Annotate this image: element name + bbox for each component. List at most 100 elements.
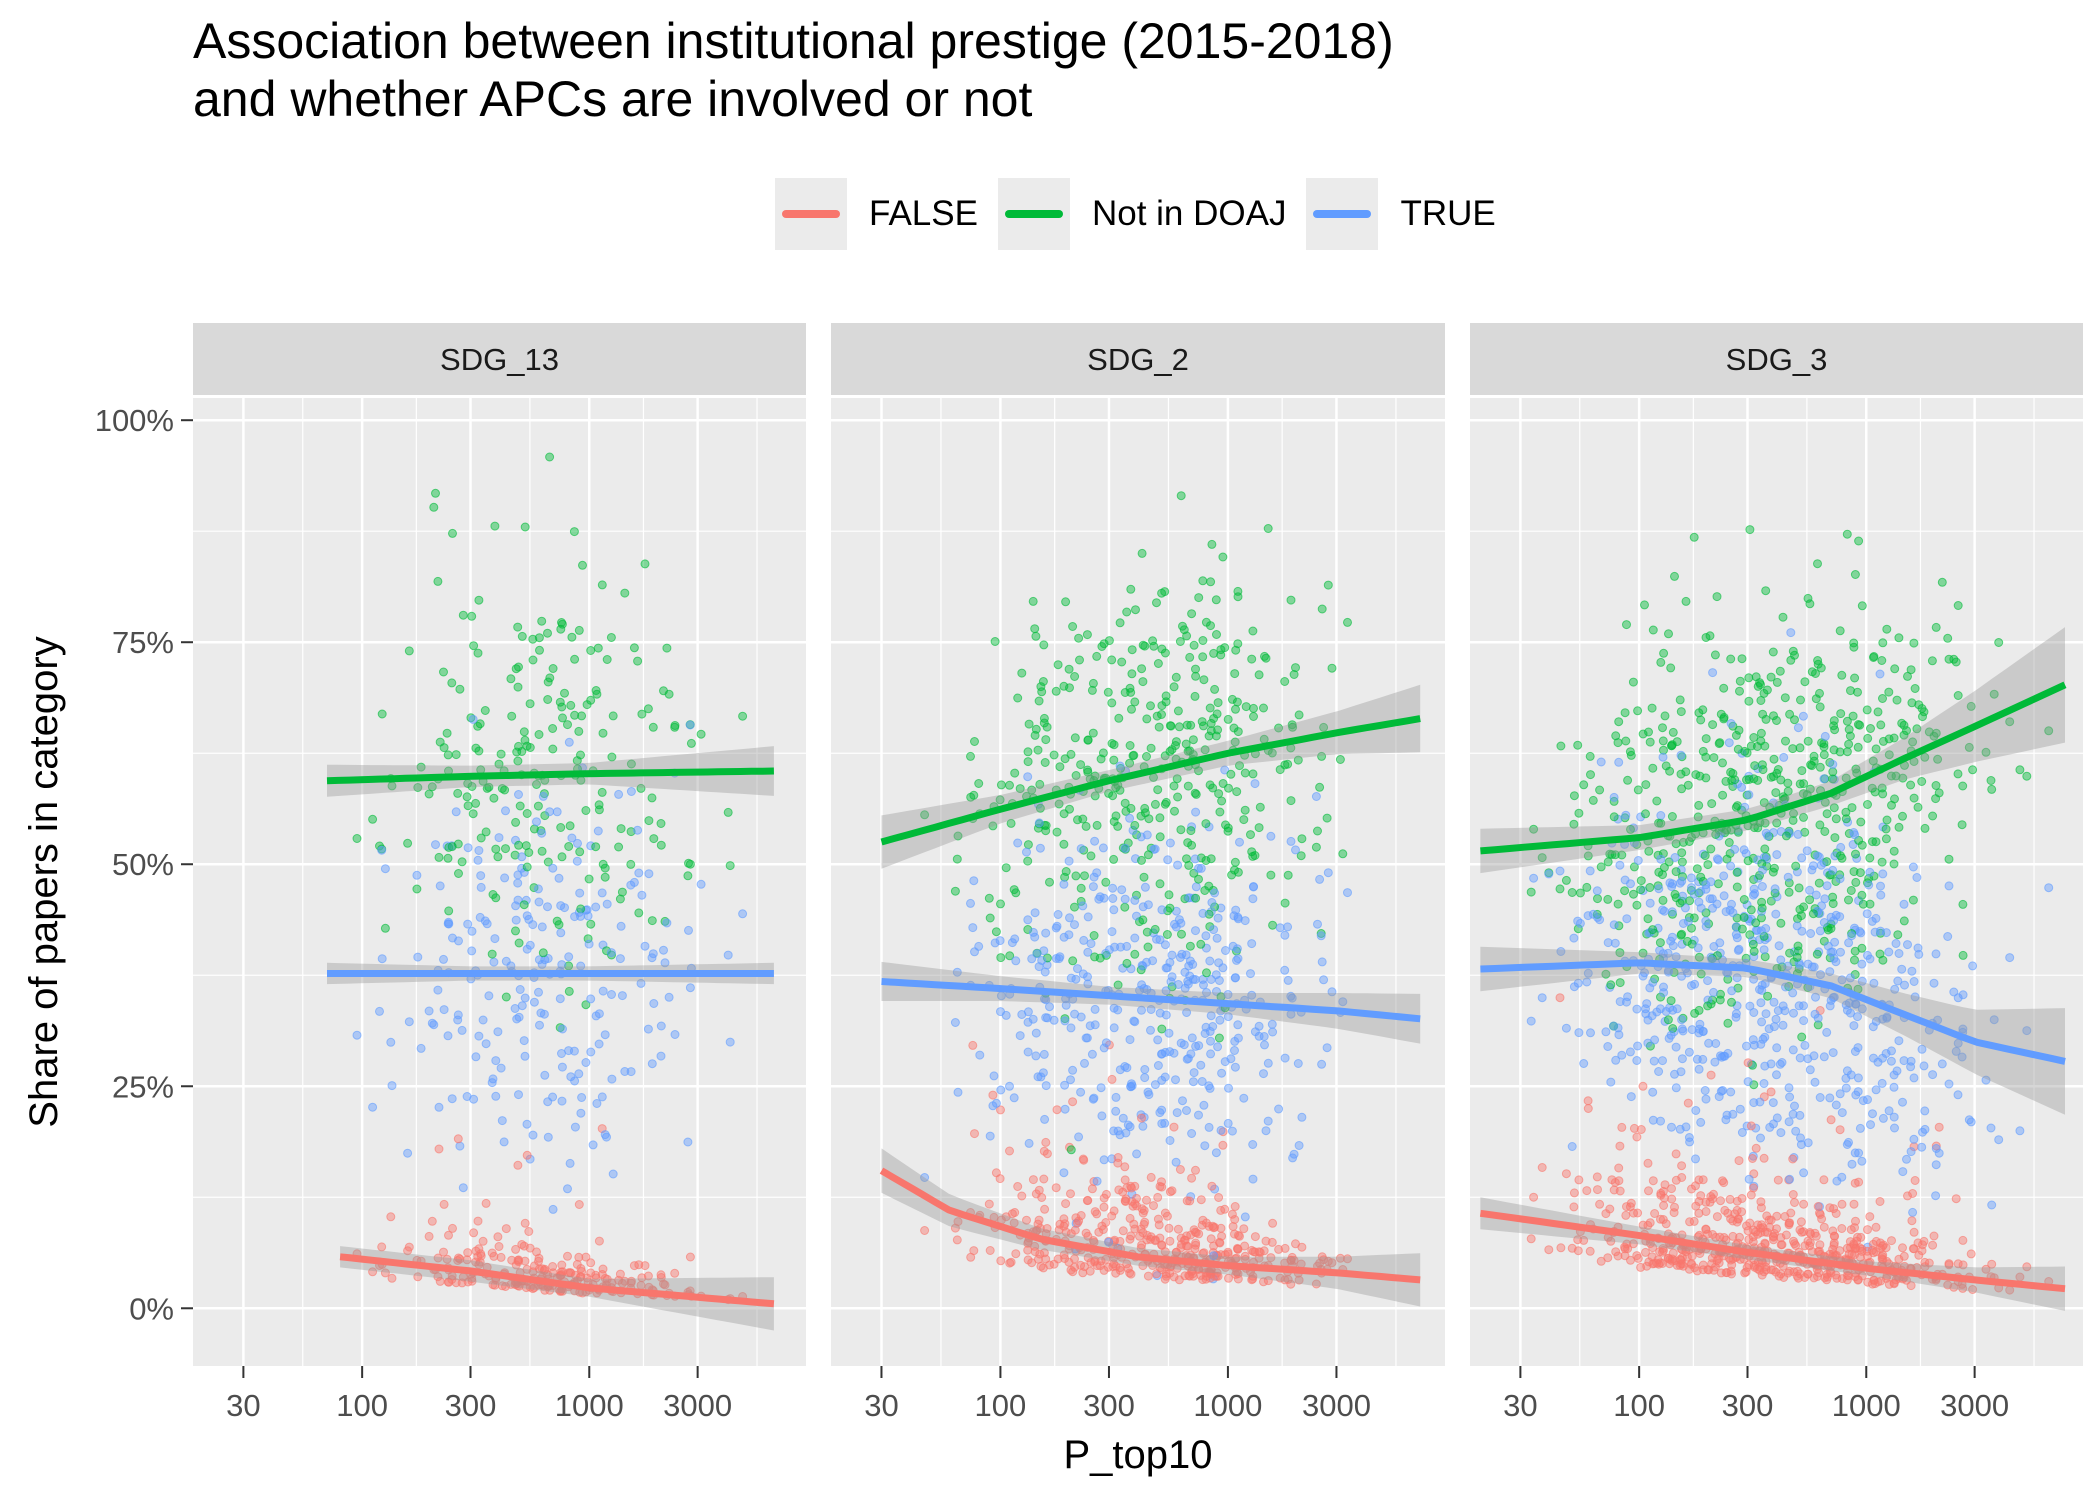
data-point	[1878, 638, 1888, 648]
data-point	[1086, 939, 1096, 949]
data-point	[1748, 1035, 1758, 1045]
data-point	[1756, 1133, 1765, 1143]
data-point	[1162, 930, 1172, 939]
data-point	[448, 1223, 457, 1233]
data-point	[1078, 1268, 1088, 1278]
data-point	[1850, 1178, 1860, 1188]
data-point	[1323, 580, 1333, 590]
data-point	[1098, 843, 1108, 853]
data-point	[608, 711, 618, 721]
data-point	[1201, 856, 1211, 865]
data-point	[1633, 856, 1643, 865]
data-point	[1644, 1186, 1653, 1196]
data-point	[670, 722, 680, 732]
data-point	[1160, 940, 1170, 950]
data-point	[577, 711, 587, 721]
data-point	[1918, 1240, 1927, 1250]
data-point	[1632, 1056, 1642, 1065]
data-point	[1772, 1070, 1781, 1080]
data-point	[656, 1021, 666, 1031]
data-point	[1248, 894, 1258, 904]
data-point	[1847, 929, 1857, 938]
data-point	[1117, 885, 1127, 895]
data-point	[659, 945, 668, 955]
data-point	[1191, 926, 1200, 936]
data-point	[1596, 862, 1606, 872]
data-point	[1730, 775, 1740, 785]
data-point	[1989, 1015, 1999, 1025]
data-point	[1190, 788, 1200, 798]
data-point	[1023, 840, 1033, 850]
data-point	[1658, 723, 1667, 733]
data-point	[1060, 754, 1070, 764]
data-point	[2044, 726, 2054, 736]
data-point	[1902, 726, 1911, 736]
data-point	[1575, 888, 1585, 898]
data-point	[1830, 833, 1840, 843]
data-point	[1654, 1067, 1664, 1076]
data-point	[1855, 720, 1865, 730]
data-point	[478, 1236, 488, 1246]
data-point	[1101, 1218, 1111, 1227]
data-point	[1614, 757, 1624, 767]
y-tick-label: 50%	[112, 847, 174, 882]
data-point	[539, 1009, 549, 1019]
data-point	[1902, 1154, 1911, 1164]
data-point	[1137, 1005, 1146, 1015]
data-point	[476, 871, 486, 881]
data-point	[1910, 684, 1920, 693]
data-point	[1291, 845, 1300, 855]
data-point	[1223, 990, 1233, 999]
data-point	[1283, 870, 1293, 880]
data-point	[545, 807, 555, 817]
data-point	[368, 814, 378, 824]
data-point	[1864, 880, 1874, 890]
data-point	[1191, 807, 1201, 817]
data-point	[1659, 745, 1668, 755]
data-point	[534, 633, 544, 643]
data-point	[1723, 974, 1733, 984]
data-point	[1085, 1021, 1095, 1031]
data-point	[387, 1081, 397, 1091]
data-point	[1620, 886, 1630, 896]
data-point	[594, 1039, 604, 1049]
data-point	[1059, 839, 1069, 849]
data-point	[1831, 814, 1841, 824]
data-point	[1851, 999, 1860, 1009]
data-point	[1609, 812, 1619, 822]
data-point	[1223, 1118, 1233, 1128]
data-point	[1656, 992, 1665, 1002]
data-point	[513, 878, 523, 888]
data-point	[413, 783, 423, 792]
data-point	[1876, 881, 1885, 891]
data-point	[588, 1140, 598, 1150]
data-point	[1286, 796, 1296, 806]
data-point	[1066, 973, 1076, 983]
data-point	[1136, 811, 1146, 821]
data-point	[1317, 1059, 1327, 1069]
data-point	[996, 1256, 1006, 1266]
data-point	[1049, 750, 1059, 760]
data-point	[1205, 1026, 1215, 1036]
data-point	[656, 1051, 666, 1061]
data-point	[511, 926, 520, 936]
data-point	[970, 947, 979, 957]
data-point	[566, 1072, 576, 1082]
data-point	[1626, 1092, 1636, 1102]
data-point	[1795, 1225, 1805, 1235]
data-point	[1175, 637, 1185, 646]
data-point	[1808, 909, 1818, 919]
data-point	[1611, 1247, 1621, 1257]
data-point	[1267, 1237, 1277, 1247]
data-point	[1795, 1110, 1805, 1120]
data-point	[1889, 859, 1899, 869]
data-point	[1668, 727, 1678, 737]
data-point	[1769, 997, 1779, 1007]
data-point	[1611, 731, 1621, 741]
data-point	[543, 1132, 553, 1142]
data-point	[1660, 711, 1670, 721]
data-point	[1617, 1050, 1627, 1060]
data-point	[1944, 654, 1954, 664]
data-point	[1795, 1053, 1805, 1063]
data-point	[529, 997, 539, 1007]
